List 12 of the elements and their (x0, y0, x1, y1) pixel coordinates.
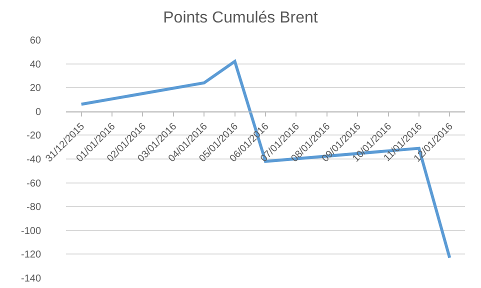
y-tick-label: 60 (30, 36, 42, 46)
y-tick-label: -20 (26, 130, 42, 142)
y-tick-label: -40 (26, 154, 42, 166)
y-tick-label: -140 (20, 274, 42, 284)
chart-title: Points Cumulés Brent (163, 10, 318, 27)
y-tick-label: -60 (26, 178, 42, 190)
y-tick-label: 0 (35, 106, 42, 118)
y-tick-label: -100 (20, 226, 42, 237)
y-tick-label: 40 (30, 59, 42, 70)
y-tick-label: -80 (26, 202, 42, 214)
y-tick-label: 20 (30, 83, 42, 94)
y-tick-label: -120 (20, 250, 42, 261)
